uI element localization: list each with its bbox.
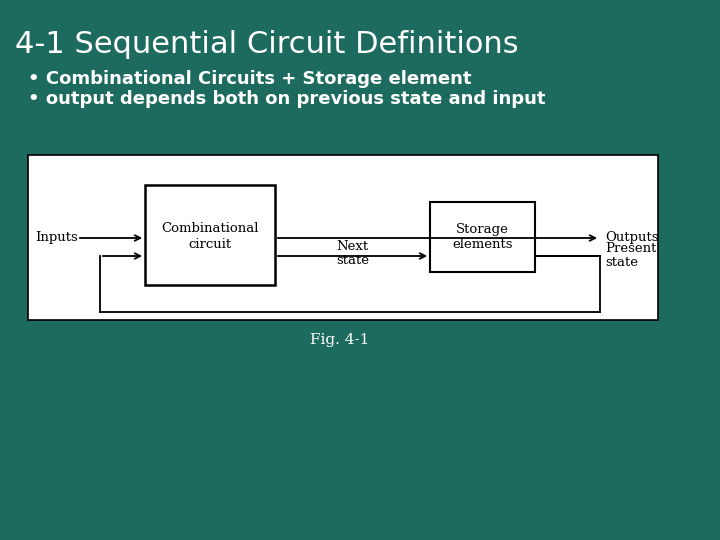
Text: circuit: circuit [189,238,232,251]
Text: state: state [336,253,369,267]
Text: • Combinational Circuits + Storage element: • Combinational Circuits + Storage eleme… [28,70,472,88]
Bar [28,155,658,320]
Bar [430,202,535,272]
Text: Next: Next [336,240,369,253]
Text: state: state [605,255,638,268]
Text: • output depends both on previous state and input: • output depends both on previous state … [28,90,546,108]
Text: Storage: Storage [456,224,509,237]
Text: Outputs: Outputs [605,232,659,245]
Text: Inputs: Inputs [35,232,78,245]
Bar [145,185,275,285]
Text: Combinational: Combinational [161,221,258,234]
Text: elements: elements [452,239,513,252]
Text: Fig. 4-1: Fig. 4-1 [310,333,369,347]
Text: 4-1 Sequential Circuit Definitions: 4-1 Sequential Circuit Definitions [15,30,518,59]
Text: Present: Present [605,241,657,254]
